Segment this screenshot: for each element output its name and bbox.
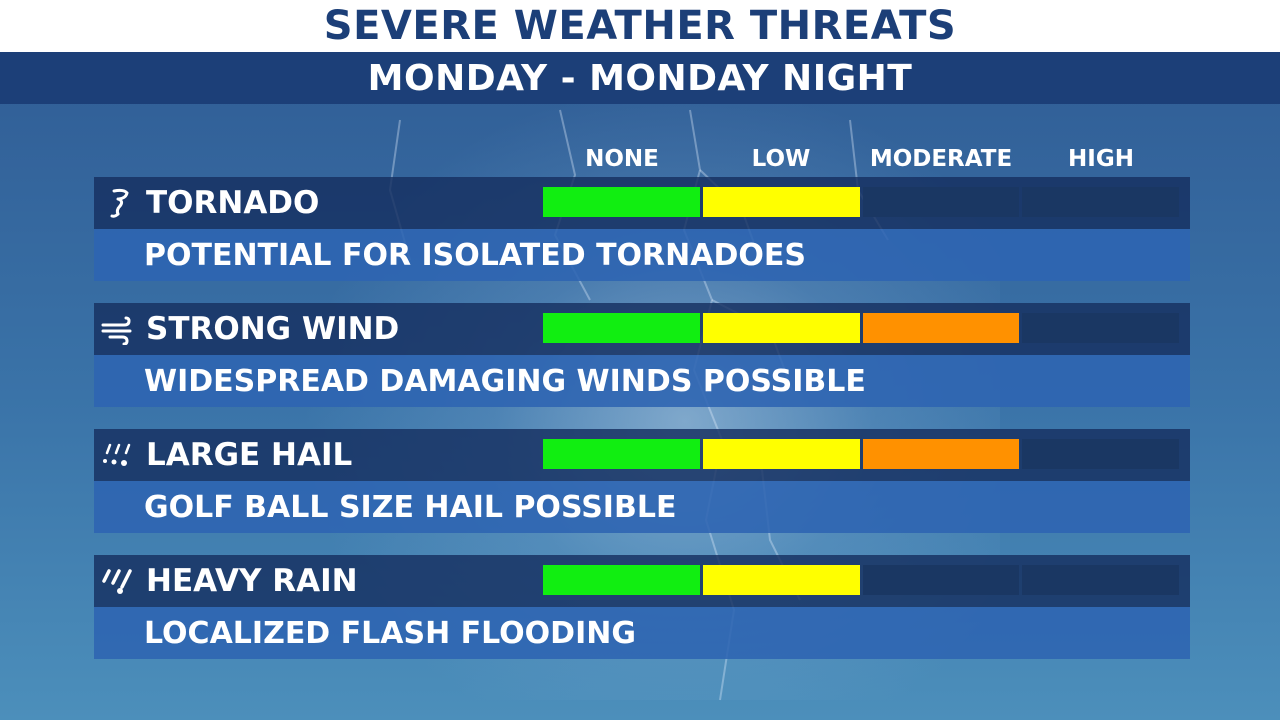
meter-segment-none: [543, 439, 700, 469]
threat-name: LARGE HAIL: [146, 437, 353, 473]
meter-segment-moderate: [862, 439, 1020, 469]
level-label-moderate: MODERATE: [869, 146, 1013, 172]
threat-name: STRONG WIND: [146, 311, 400, 347]
meter-segment-moderate: [862, 565, 1020, 595]
threat-description-bar: GOLF BALL SIZE HAIL POSSIBLE: [94, 481, 1190, 533]
meter-segment-high: [1022, 187, 1179, 217]
meter-segment-low: [702, 439, 860, 469]
level-label-low: LOW: [751, 146, 811, 172]
wind-icon: [101, 316, 132, 345]
threat-description: POTENTIAL FOR ISOLATED TORNADOES: [144, 237, 806, 273]
threat-card-strong-wind: STRONG WIND WIDESPREAD DAMAGING WINDS PO…: [94, 303, 1190, 411]
level-scale-header: NONE LOW MODERATE HIGH: [0, 146, 1280, 172]
threat-header: STRONG WIND: [94, 303, 1190, 355]
subtitle-banner: MONDAY - MONDAY NIGHT: [0, 52, 1280, 104]
threat-description-bar: WIDESPREAD DAMAGING WINDS POSSIBLE: [94, 355, 1190, 407]
heavy-rain-icon: [102, 569, 132, 594]
meter-segment-high: [1022, 313, 1179, 343]
page-subtitle: MONDAY - MONDAY NIGHT: [367, 57, 913, 99]
meter-segment-low: [702, 313, 860, 343]
meter-segment-moderate: [862, 187, 1020, 217]
level-label-high: HIGH: [1068, 146, 1134, 172]
threat-header: TORNADO: [94, 177, 1190, 229]
threat-description-bar: POTENTIAL FOR ISOLATED TORNADOES: [94, 229, 1190, 281]
threat-description: LOCALIZED FLASH FLOODING: [144, 615, 636, 651]
meter-segment-low: [702, 187, 860, 217]
meter-segment-high: [1022, 439, 1179, 469]
threat-description: GOLF BALL SIZE HAIL POSSIBLE: [144, 489, 677, 525]
threat-card-tornado: TORNADO POTENTIAL FOR ISOLATED TORNADOES: [94, 177, 1190, 285]
tornado-icon: [110, 188, 129, 218]
level-label-none: NONE: [585, 146, 659, 172]
meter-segment-low: [702, 565, 860, 595]
threat-card-heavy-rain: HEAVY RAIN LOCALIZED FLASH FLOODING: [94, 555, 1190, 663]
meter-segment-none: [543, 313, 700, 343]
threat-meter: [543, 565, 1179, 595]
threat-card-large-hail: LARGE HAIL GOLF BALL SIZE HAIL POSSIBLE: [94, 429, 1190, 537]
threat-description: WIDESPREAD DAMAGING WINDS POSSIBLE: [144, 363, 866, 399]
hail-icon: [103, 443, 131, 466]
meter-segment-moderate: [862, 313, 1020, 343]
page-title: SEVERE WEATHER THREATS: [323, 3, 957, 49]
threat-header: LARGE HAIL: [94, 429, 1190, 481]
title-banner: SEVERE WEATHER THREATS: [0, 0, 1280, 52]
threat-meter: [543, 187, 1179, 217]
threat-name: TORNADO: [146, 185, 320, 221]
meter-segment-none: [543, 565, 700, 595]
threat-header: HEAVY RAIN: [94, 555, 1190, 607]
threat-description-bar: LOCALIZED FLASH FLOODING: [94, 607, 1190, 659]
threat-name: HEAVY RAIN: [146, 563, 358, 599]
threat-meter: [543, 439, 1179, 469]
meter-segment-none: [543, 187, 700, 217]
threat-meter: [543, 313, 1179, 343]
meter-segment-high: [1022, 565, 1179, 595]
